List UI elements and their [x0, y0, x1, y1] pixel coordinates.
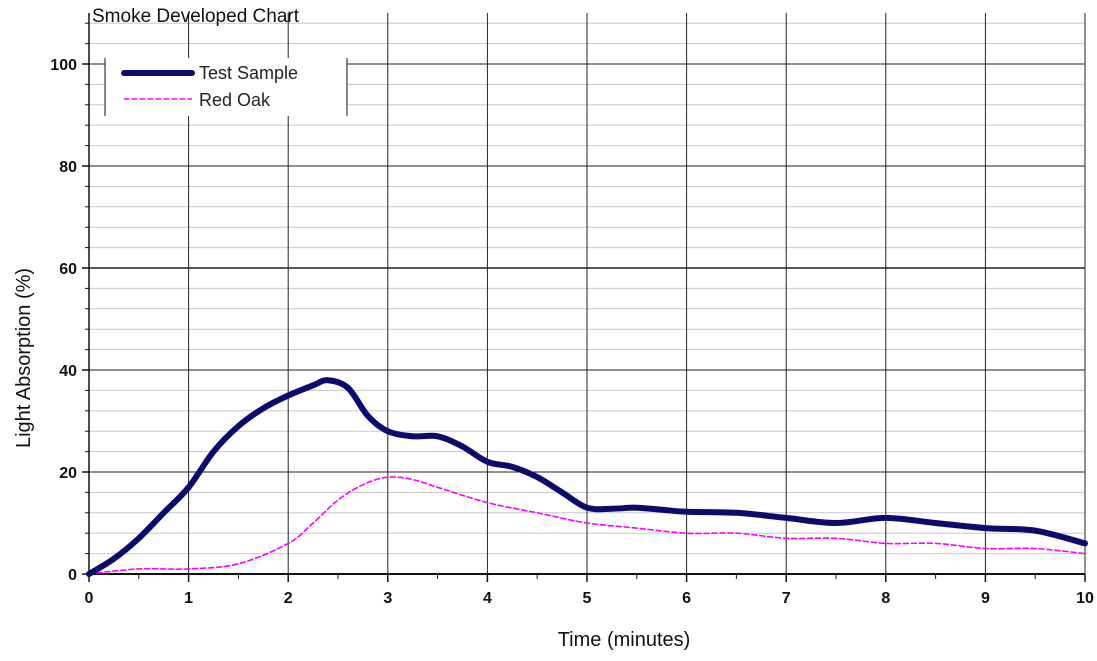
y-tick-label: 0: [68, 567, 77, 584]
legend-label-red-oak: Red Oak: [199, 90, 271, 110]
chart-title: Smoke Developed Chart: [92, 6, 299, 27]
legend-box: [105, 58, 347, 116]
series-layer: [86, 377, 1088, 577]
y-tick-label: 60: [59, 261, 77, 278]
ticks: 0 20 40 60 80 100 0 1 2 3 4 5 6 7 8 9 10: [50, 22, 1094, 607]
x-tick-label: 10: [1076, 590, 1094, 607]
y-tick-label: 100: [50, 57, 77, 74]
y-tick-label: 20: [59, 465, 77, 482]
x-tick-label: 4: [483, 590, 492, 607]
x-tick-label: 6: [682, 590, 691, 607]
legend: Test Sample Red Oak: [104, 58, 348, 116]
y-tick-label: 40: [59, 363, 77, 380]
x-tick-label: 0: [85, 590, 94, 607]
series-line-test-sample: [86, 377, 1088, 577]
x-tick-label: 2: [284, 590, 293, 607]
x-tick-label: 3: [383, 590, 392, 607]
legend-label-test-sample: Test Sample: [199, 63, 298, 83]
y-tick-label: 80: [59, 159, 77, 176]
y-axis-title: Light Absorption (%): [13, 268, 35, 448]
x-tick-label: 7: [782, 590, 791, 607]
x-tick-label: 1: [184, 590, 193, 607]
x-tick-label: 9: [981, 590, 990, 607]
x-tick-label: 8: [881, 590, 890, 607]
series-line-red-oak: [88, 476, 1086, 575]
x-tick-label: 5: [583, 590, 592, 607]
x-axis-title: Time (minutes): [558, 629, 691, 651]
